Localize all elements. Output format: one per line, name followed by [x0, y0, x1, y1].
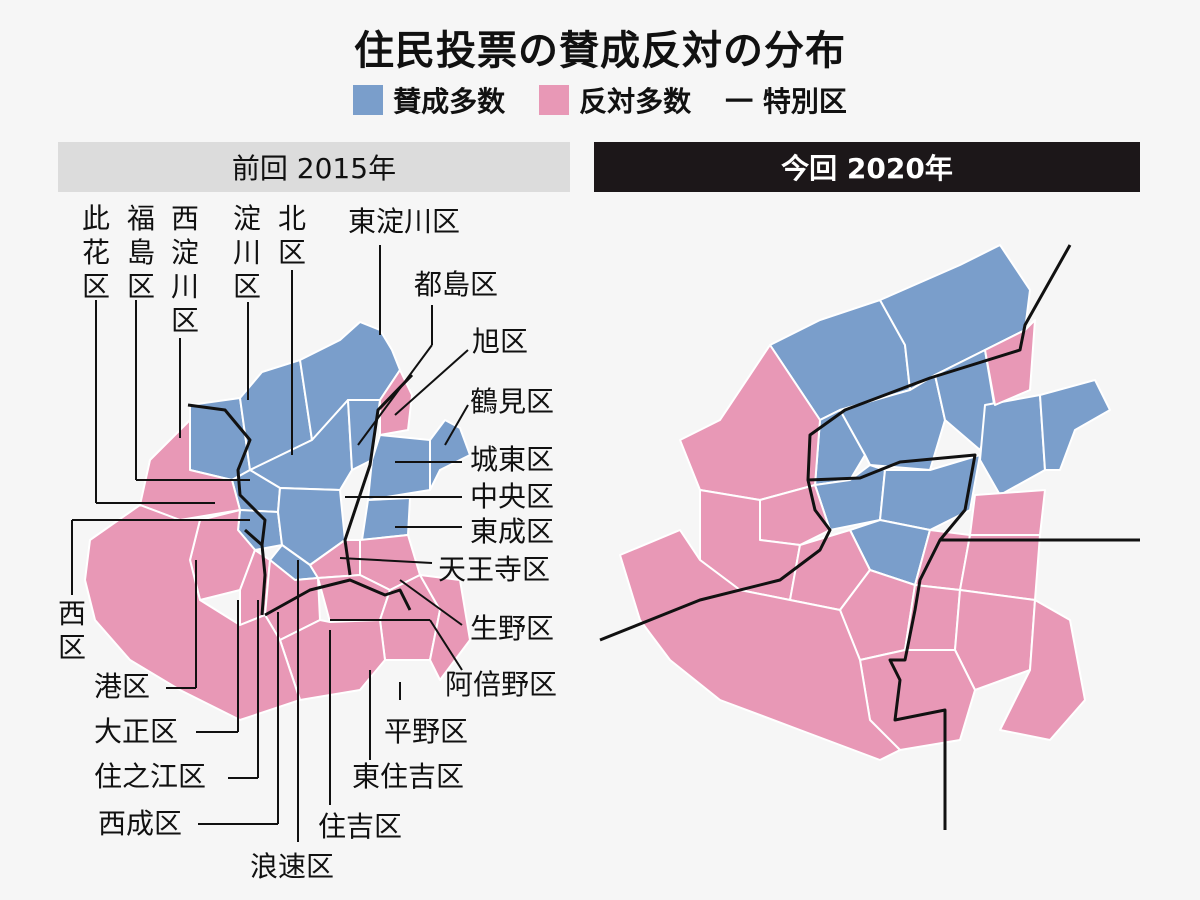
leader-abeno	[429, 619, 463, 671]
label-higashinari: 東成区	[470, 515, 555, 548]
legend-oppose-label: 反対多数	[579, 85, 692, 118]
ward-2020-suminoe	[619, 529, 901, 761]
label-tennoji: 天王寺区	[438, 553, 551, 586]
leader-tsurumi	[444, 404, 469, 446]
ward-2020-joto	[979, 394, 1046, 496]
label-taisho: 大正区	[94, 715, 179, 748]
leader-asahi	[394, 349, 469, 416]
ward-2020-hirano	[999, 599, 1086, 741]
label-joto: 城東区	[470, 443, 555, 476]
legend-approve-label: 賛成多数	[393, 85, 506, 118]
panel-header-2015: 前回 2015年	[58, 142, 570, 192]
label-tsurumi: 鶴見区	[470, 385, 555, 418]
label-nishinari: 西成区	[98, 807, 183, 840]
legend-approve: 賛成多数	[353, 80, 505, 120]
ward-2015-tsurumi	[429, 419, 471, 491]
label-minato: 港区	[94, 670, 151, 703]
legend-boundary-label: 一 特別区	[725, 85, 847, 118]
ward-2020-kita	[839, 374, 946, 471]
legend-boundary: 一 特別区	[725, 80, 847, 120]
label-fukushima: 福島区	[126, 202, 155, 303]
ward-2020-tsurumi	[1039, 379, 1111, 471]
ward-2015-asahi	[379, 369, 413, 436]
label-kita: 北区	[277, 202, 306, 269]
label-yodogawa: 淀川区	[232, 202, 261, 303]
label-higashisumiyoshi: 東住吉区	[352, 760, 465, 793]
label-asahi: 旭区	[472, 325, 529, 358]
label-ikuno: 生野区	[470, 612, 555, 645]
leader-ikuno	[399, 579, 463, 626]
label-higashiyodogawa: 東淀川区	[348, 205, 461, 238]
legend-oppose: 反対多数	[539, 80, 691, 120]
label-naniwa: 浪速区	[250, 850, 335, 883]
label-konohana: 此花区	[81, 202, 110, 303]
boundary-2015	[187, 373, 414, 617]
leader-tennoji	[339, 557, 433, 564]
label-miyakojima: 都島区	[414, 268, 499, 301]
approve-swatch	[353, 85, 384, 115]
leader-miyakojima-d	[357, 344, 433, 446]
ward-2020-higashinari	[969, 489, 1046, 536]
ward-2015-sumiyoshi	[279, 619, 386, 701]
boundary-2020	[599, 244, 1140, 830]
ward-2020-ikuno	[959, 534, 1041, 601]
label-hirano: 平野区	[384, 715, 469, 748]
label-suminoe: 住之江区	[94, 760, 207, 793]
label-nishi: 西区	[57, 597, 86, 664]
oppose-swatch	[539, 85, 570, 115]
panel-header-2020: 今回 2020年	[594, 142, 1140, 192]
label-abeno: 阿倍野区	[445, 668, 558, 701]
label-sumiyoshi: 住吉区	[318, 810, 403, 843]
label-nishiyodogawa: 西淀川区	[170, 202, 199, 337]
label-chuo: 中央区	[470, 480, 555, 513]
map-title: 住民投票の賛成反対の分布	[354, 28, 846, 74]
legend: 賛成多数 反対多数 一 特別区	[0, 80, 1200, 120]
